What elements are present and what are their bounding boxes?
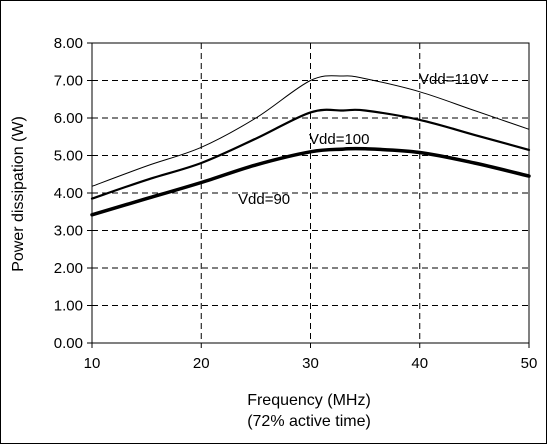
x-tick-label: 50: [521, 355, 538, 372]
y-axis-ticks: 0.00 1.00 2.00 3.00 4.00 5.00 6.00 7.00 8.00: [54, 35, 92, 352]
series-lines: [90, 75, 531, 217]
y-tick-label: 0.00: [54, 335, 83, 352]
y-tick-label: 7.00: [54, 73, 83, 90]
y-tick-label: 1.00: [54, 298, 83, 315]
series-label-vdd-110v: Vdd=110V: [419, 71, 488, 88]
x-tick-label: 10: [84, 355, 101, 372]
x-tick-label: 30: [302, 355, 319, 372]
series-label-vdd-90: Vdd=90: [238, 191, 290, 208]
y-tick-label: 6.00: [54, 110, 83, 127]
y-tick-label: 4.00: [54, 185, 83, 202]
x-axis-label: Frequency (MHz): [247, 392, 371, 409]
y-tick-label: 5.00: [54, 148, 83, 165]
x-tick-label: 40: [411, 355, 428, 372]
x-tick-label: 20: [193, 355, 210, 372]
series-line-vdd-90: [90, 146, 531, 217]
y-tick-label: 2.00: [54, 260, 83, 277]
y-tick-label: 3.00: [54, 223, 83, 240]
series-labels: Vdd=110V Vdd=100 Vdd=90: [238, 71, 488, 208]
x-axis-ticks: 10 20 30 40 50: [84, 343, 538, 372]
x-axis-sublabel: (72% active time): [247, 413, 371, 430]
series-line-vdd-100: [90, 108, 531, 200]
series-line-vdd-110v: [91, 75, 530, 187]
series-label-vdd-100: Vdd=100: [309, 131, 369, 148]
y-tick-label: 8.00: [54, 35, 83, 52]
y-axis-label: Power dissipation (W): [10, 116, 27, 272]
grid: [92, 43, 529, 343]
